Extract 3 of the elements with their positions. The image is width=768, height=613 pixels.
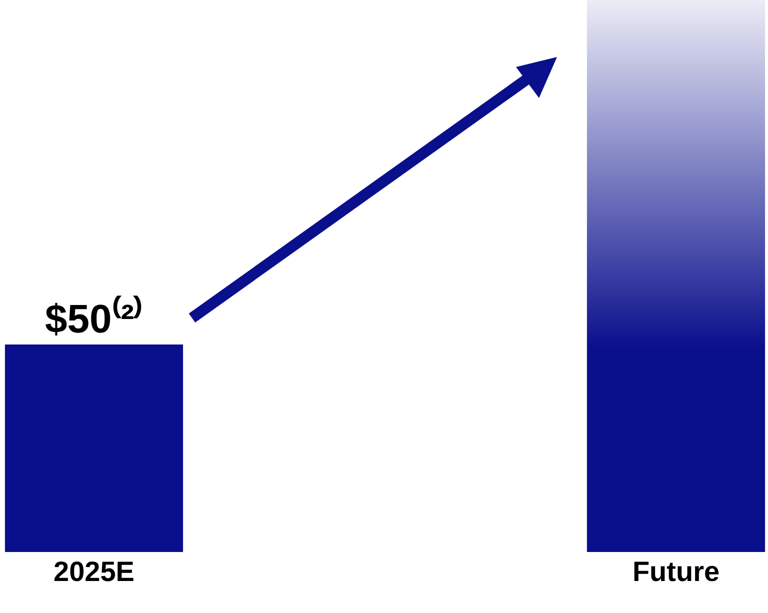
x-tick-label: Future xyxy=(632,556,720,587)
x-tick-label: 2025E xyxy=(54,556,134,587)
data-label: $50⁽²⁾ xyxy=(44,295,144,342)
